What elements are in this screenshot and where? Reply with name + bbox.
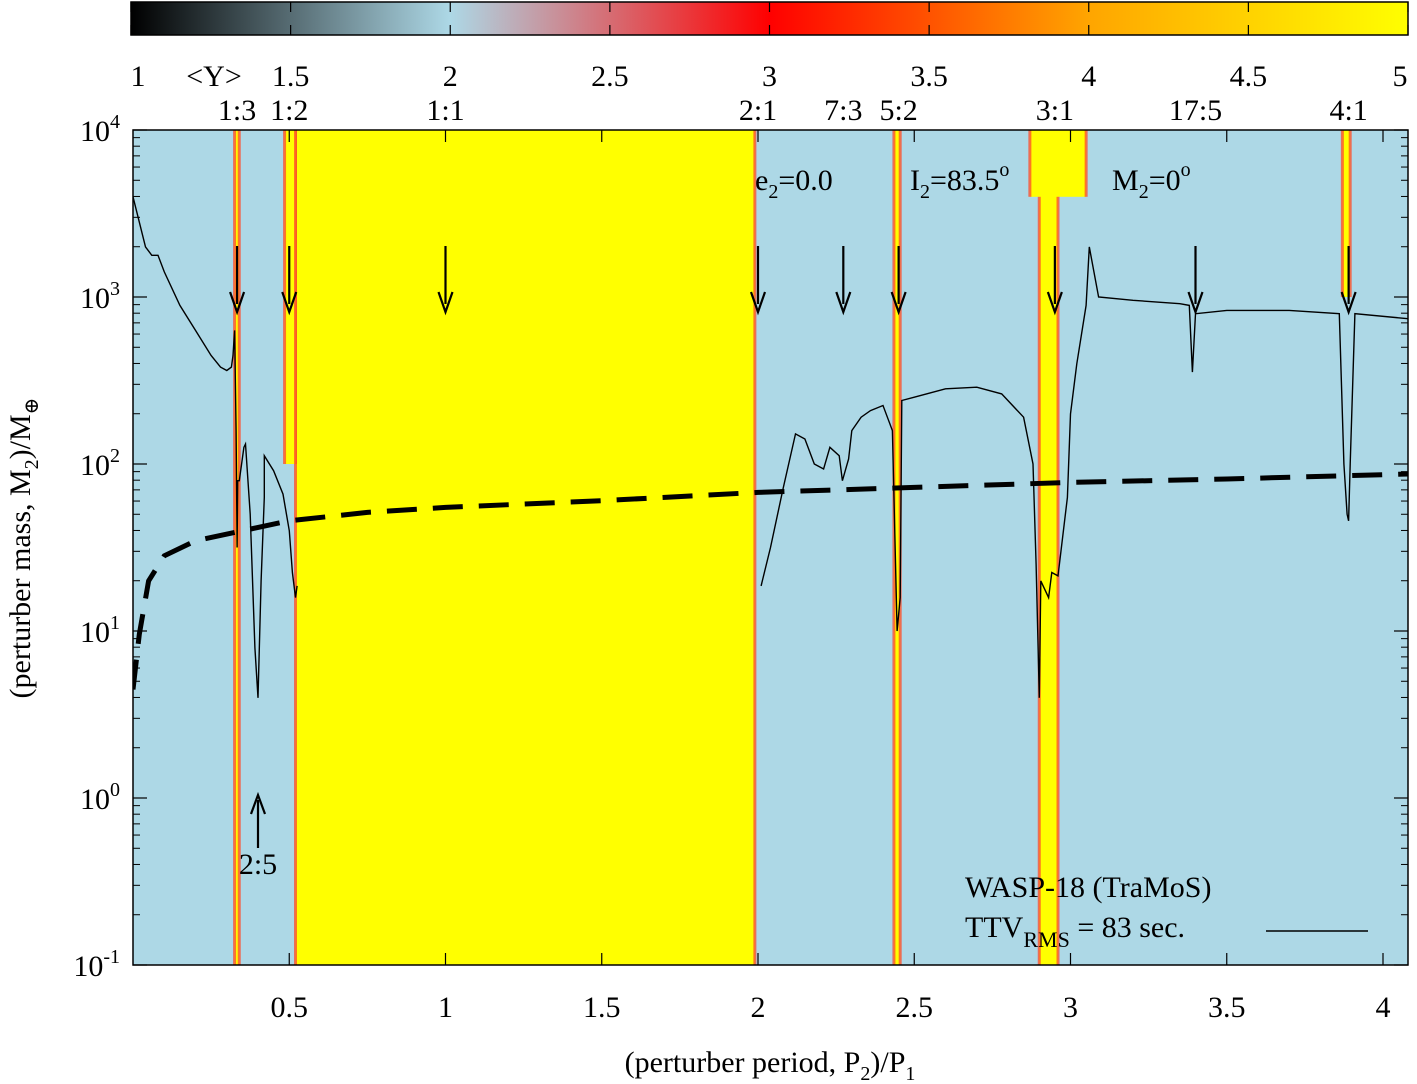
- x-tick-label: 3.5: [1208, 991, 1246, 1024]
- resonance-label: 5:2: [879, 94, 917, 127]
- resonance-arrowhead: [749, 291, 767, 316]
- chaotic-region-edge: [1084, 130, 1088, 197]
- colorbar-ticks: 1 1.5 2 2.5 3 3.5 4 4.5 5: [130, 2, 1409, 93]
- x-axis-label: (perturber period, P2)/P1: [625, 1046, 916, 1084]
- resonance-label: 2:1: [739, 94, 777, 127]
- colorbar: 1 1.5 2 2.5 3 3.5 4 4.5 5 <Y>: [130, 1, 1409, 93]
- chaotic-region-edge: [294, 130, 297, 965]
- colorbar-tick-label: 3.5: [910, 60, 948, 93]
- chaotic-region: [1039, 130, 1058, 965]
- colorbar-tick-label: 2: [443, 60, 458, 93]
- resonance-label: 1:2: [270, 94, 308, 127]
- y-tick-label: 103: [80, 278, 120, 315]
- x-tick-label: 1: [438, 991, 453, 1024]
- resonance-label: 1:1: [426, 94, 464, 127]
- resonance-label: 1:3: [218, 94, 256, 127]
- chaotic-region-edge: [892, 130, 896, 965]
- x-tick-label: 3: [1063, 991, 1078, 1024]
- annotation-m2: M2=0o: [1112, 159, 1191, 203]
- chaotic-region-edge: [237, 130, 241, 965]
- x-axis-ticks: 0.5 1 1.5 2 2.5 3 3.5 4: [271, 130, 1391, 1024]
- colorbar-tick-label: 4.5: [1230, 60, 1268, 93]
- plot-frame: [132, 129, 1409, 966]
- y-axis-ticks: 10-1 100 101 102 103 104: [73, 111, 1408, 983]
- legend: WASP-18 (TraMoS) TTVRMS = 83 sec.: [965, 871, 1368, 952]
- x-tick-label: 2.5: [896, 991, 934, 1024]
- x-tick-label: 2: [751, 991, 766, 1024]
- y-tick-label: 10-1: [73, 946, 120, 983]
- series-layer: [133, 196, 1408, 698]
- resonance-label: 4:1: [1329, 94, 1367, 127]
- chaotic-region: [1342, 130, 1351, 297]
- series-line: [760, 246, 1408, 698]
- resonance-arrowhead: [890, 291, 907, 316]
- chaotic-region-edge: [1037, 130, 1041, 965]
- x-tick-label: 1.5: [583, 991, 621, 1024]
- resonance-labels: 1:3 1:2 1:1 2:1 7:3 5:2 3:1 17:5 4:1 2:5: [218, 94, 1368, 881]
- y-tick-label: 100: [80, 779, 120, 816]
- chaotic-region-edge: [1348, 130, 1352, 297]
- colorbar-tick-label: 5: [1393, 60, 1408, 93]
- y-axis-label: (perturber mass, M2)/M⊕: [4, 398, 43, 699]
- chaotic-region: [295, 130, 755, 965]
- series-line: [133, 196, 298, 698]
- legend-title: WASP-18 (TraMoS): [965, 871, 1211, 904]
- chaotic-region: [893, 130, 901, 965]
- colorbar-label: <Y>: [186, 60, 242, 93]
- resonance-label: 3:1: [1036, 94, 1074, 127]
- y-tick-label: 101: [80, 612, 120, 649]
- plot-area: 0.5 1 1.5 2 2.5 3 3.5 4 10-1 100 101 102 103 104 1:3…: [73, 94, 1409, 1024]
- x-tick-label: 0.5: [271, 991, 309, 1024]
- resonance-arrowhead: [249, 791, 267, 815]
- resonance-arrowhead: [437, 291, 454, 316]
- colorbar-tick-label: 1: [131, 60, 146, 93]
- colorbar-tick-label: 1.5: [272, 60, 310, 93]
- resonance-label: 2:5: [239, 848, 277, 881]
- chaotic-region-edge: [753, 130, 757, 965]
- colorbar-tick-label: 2.5: [591, 60, 629, 93]
- resonance-arrowhead: [229, 291, 246, 316]
- chaotic-region-edge: [1028, 130, 1032, 197]
- resonance-arrowhead: [1187, 291, 1204, 316]
- y-tick-label: 104: [80, 111, 120, 148]
- colorbar-tick-label: 4: [1081, 60, 1096, 93]
- legend-ttv-label: TTVRMS = 83 sec.: [965, 911, 1185, 952]
- x-tick-label: 4: [1376, 991, 1391, 1024]
- colorbar-tick-label: 3: [762, 60, 777, 93]
- series-line-dashed: [133, 471, 1408, 690]
- resonance-label: 17:5: [1169, 94, 1222, 127]
- chaotic-region-edge: [1340, 130, 1344, 297]
- annotation-i2: I2=83.5o: [910, 159, 1009, 203]
- resonance-arrowhead: [835, 291, 852, 316]
- chaotic-region-edge: [1056, 130, 1060, 965]
- resonance-arrowhead: [1340, 291, 1357, 316]
- y-tick-label: 102: [80, 445, 120, 482]
- chaotic-region: [1029, 130, 1087, 197]
- resonance-arrowhead: [281, 291, 298, 316]
- resonance-label: 7:3: [824, 94, 862, 127]
- chaotic-region-edge: [233, 130, 237, 965]
- resonance-arrows: [229, 246, 1357, 848]
- resonance-arrowhead: [1046, 291, 1063, 316]
- annotation-e2: e2=0.0: [755, 164, 833, 203]
